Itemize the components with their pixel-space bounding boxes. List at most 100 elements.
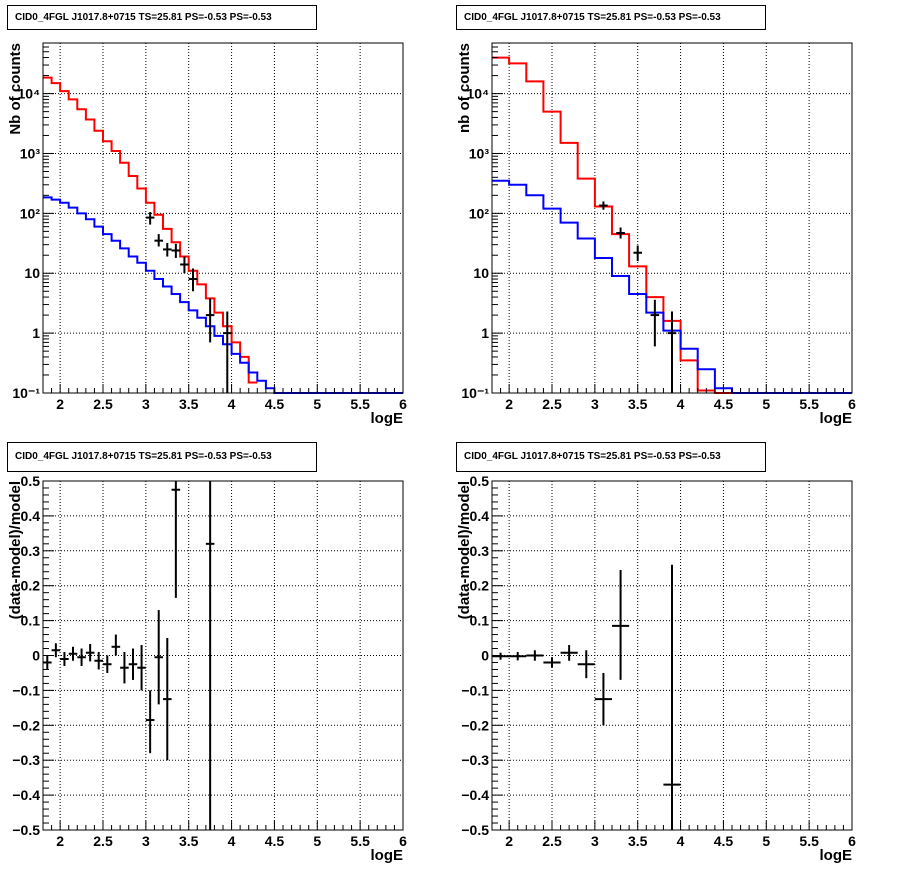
x-tick-label: 6 — [848, 396, 856, 412]
x-tick-label: 3.5 — [628, 833, 648, 849]
data-point — [103, 655, 112, 673]
data-point — [650, 299, 660, 347]
chart-svg: 2 2.5 3 3.5 4 4.5 5 5.5 6 −0.5 −0.4 −0.3 −0.2 −0.1 0 0.… — [7, 473, 407, 864]
pad-top-left: CID0_4FGL J1017.8+0715 TS=25.81 PS=-0.53… — [0, 0, 449, 437]
y-tick-label: 0 — [32, 648, 40, 664]
data-point — [154, 610, 163, 705]
chart-svg: 2 2.5 3 3.5 4 4.5 5 5.5 6 −0.5 −0.4 −0.3 −0.2 −0.1 0 0.… — [456, 473, 856, 864]
x-tick-label: 4.5 — [714, 396, 734, 412]
x-tick-label: 6 — [399, 396, 407, 412]
y-tick-label: 10 — [24, 265, 40, 281]
x-axis-ticks — [42, 384, 404, 393]
y-tick-label: 10 — [473, 265, 489, 281]
x-tick-label: 4.5 — [265, 396, 285, 412]
y-tick-label: 10³ — [20, 145, 41, 161]
x-tick-label: 4 — [677, 833, 685, 849]
y-tick-label: 10⁴ — [18, 86, 41, 102]
y-tick-label: −0.3 — [461, 752, 489, 768]
series-step-line — [43, 76, 258, 384]
data-point — [111, 634, 121, 656]
x-tick-label: 2.5 — [542, 396, 562, 412]
data-point — [85, 643, 95, 662]
y-tick-label: 0.5 — [21, 473, 41, 489]
data-point — [526, 650, 544, 661]
y-tick-label: 1 — [32, 325, 40, 341]
y-axis-label: Nb of counts — [7, 43, 24, 135]
y-tick-label: −0.3 — [12, 752, 40, 768]
data-point — [163, 242, 172, 257]
data-point — [205, 298, 215, 343]
y-tick-label: −0.5 — [461, 822, 489, 838]
plot-title: CID0_4FGL J1017.8+0715 TS=25.81 PS=-0.53… — [7, 442, 317, 472]
y-tick-label: 1 — [481, 325, 489, 341]
x-tick-label: 4 — [677, 396, 685, 412]
data-point — [599, 201, 608, 210]
y-tick-label: 0.5 — [470, 473, 490, 489]
y-tick-label: 10⁻¹ — [461, 385, 489, 401]
chart-svg: 2 2.5 3 3.5 4 4.5 5 5.5 6 10⁻¹ 1 10 10² 10³ 10⁴ logE nb … — [456, 42, 856, 427]
y-tick-label: −0.5 — [12, 822, 40, 838]
x-tick-label: 4.5 — [714, 833, 734, 849]
y-tick-label: −0.4 — [12, 787, 40, 803]
y-tick-label: 0.3 — [470, 543, 490, 559]
x-tick-label: 3.5 — [628, 396, 648, 412]
y-tick-label: 10⁻¹ — [12, 385, 40, 401]
y-tick-label: 0.2 — [21, 578, 41, 594]
data-point — [509, 652, 527, 661]
x-axis-label: logE — [820, 410, 853, 427]
data-point — [543, 657, 561, 668]
x-tick-label: 2 — [505, 833, 513, 849]
plot-title: CID0_4FGL J1017.8+0715 TS=25.81 PS=-0.53… — [456, 5, 766, 30]
data-point — [594, 672, 612, 726]
data-point — [223, 311, 232, 393]
x-axis-label: logE — [820, 847, 853, 864]
x-tick-label: 2 — [56, 396, 64, 412]
data-point — [120, 652, 129, 684]
data-point — [94, 652, 103, 670]
x-tick-label: 5 — [313, 833, 321, 849]
data-point — [128, 648, 138, 680]
x-axis-ticks — [42, 821, 404, 830]
y-axis-ticks — [492, 42, 503, 394]
plot-title: CID0_4FGL J1017.8+0715 TS=25.81 PS=-0.53… — [456, 442, 766, 472]
data-point — [145, 212, 155, 225]
y-axis-ticks — [492, 480, 503, 831]
grid — [43, 481, 403, 830]
data-point — [667, 311, 677, 393]
y-tick-label: −0.1 — [12, 682, 40, 698]
x-tick-label: 2.5 — [93, 833, 113, 849]
data-point — [492, 652, 510, 660]
y-tick-label: −0.2 — [12, 717, 40, 733]
x-tick-label: 4 — [228, 396, 236, 412]
pad-bottom-left: CID0_4FGL J1017.8+0715 TS=25.81 PS=-0.53… — [0, 437, 449, 875]
x-tick-label: 3.5 — [179, 833, 199, 849]
x-tick-label: 2.5 — [93, 396, 113, 412]
y-tick-label: 10³ — [469, 145, 490, 161]
data-point — [68, 646, 78, 661]
y-tick-label: 10² — [20, 205, 41, 221]
data-point — [616, 227, 625, 239]
x-tick-label: 2.5 — [542, 833, 562, 849]
series-step-line — [43, 196, 403, 394]
data-point — [163, 638, 172, 761]
x-tick-label: 3 — [142, 396, 150, 412]
y-axis-label: (data-model)/model — [7, 481, 24, 619]
x-tick-label: 6 — [848, 833, 856, 849]
data-point — [154, 234, 163, 247]
x-tick-label: 5 — [313, 396, 321, 412]
plot-title: CID0_4FGL J1017.8+0715 TS=25.81 PS=-0.53… — [7, 5, 317, 30]
x-tick-label: 4 — [228, 833, 236, 849]
x-tick-label: 2 — [505, 396, 513, 412]
data-point — [77, 648, 86, 666]
data-point — [612, 569, 630, 680]
pad-bottom-right: CID0_4FGL J1017.8+0715 TS=25.81 PS=-0.53… — [449, 437, 898, 875]
x-tick-label: 5 — [762, 396, 770, 412]
x-tick-label: 2 — [56, 833, 64, 849]
y-axis-label: nb of counts — [456, 43, 473, 133]
data-point — [51, 643, 61, 658]
chart-svg: 2 2.5 3 3.5 4 4.5 5 5.5 6 10⁻¹ 1 10 10² 10³ 10⁴ logE Nb … — [7, 42, 407, 427]
x-axis-ticks — [491, 821, 853, 830]
y-tick-label: 0.1 — [470, 613, 490, 629]
data-point — [205, 481, 215, 830]
y-tick-label: 0 — [481, 648, 489, 664]
